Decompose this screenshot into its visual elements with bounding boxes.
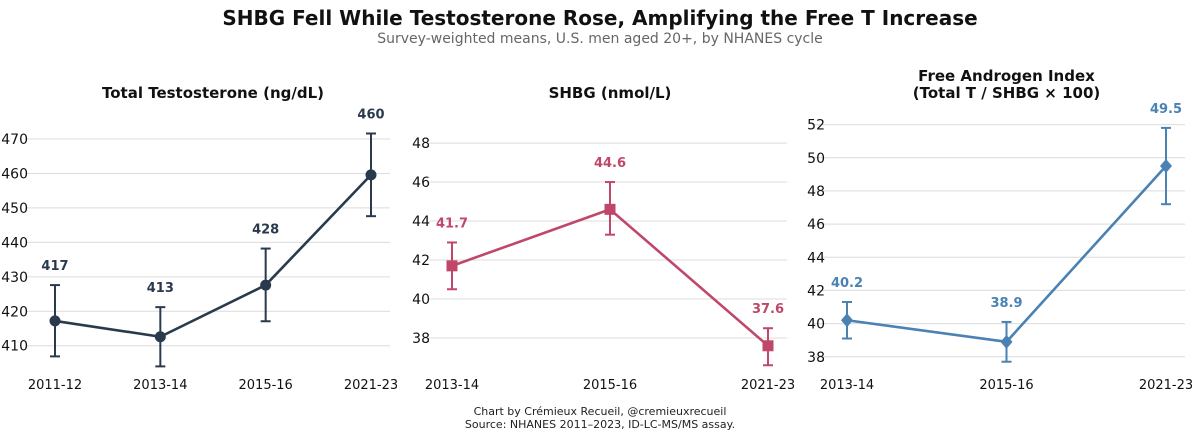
y-tick-label: 42	[412, 253, 430, 269]
panel-title: Total Testosterone (ng/dL)	[102, 84, 324, 102]
chart-title: SHBG Fell While Testosterone Rose, Ampli…	[222, 6, 978, 30]
x-tick-label: 2015-16	[583, 378, 637, 393]
x-tick-label: 2013-14	[820, 378, 874, 393]
data-point	[762, 340, 774, 352]
y-tick-label: 50	[807, 151, 825, 167]
data-point	[1160, 159, 1172, 174]
y-tick-label: 430	[1, 270, 28, 286]
data-point	[446, 260, 458, 272]
data-label: 460	[357, 107, 384, 122]
y-tick-label: 46	[412, 175, 430, 191]
footer-credit: Chart by Crémieux Recueil, @cremieuxrecu…	[473, 405, 727, 418]
x-tick-label: 2015-16	[979, 378, 1033, 393]
y-tick-label: 40	[807, 317, 825, 333]
y-tick-label: 470	[1, 132, 28, 148]
data-label: 40.2	[831, 276, 863, 291]
data-point	[365, 169, 377, 181]
y-tick-label: 460	[1, 166, 28, 182]
data-label: 37.6	[752, 302, 784, 317]
data-label: 49.5	[1150, 102, 1182, 117]
x-tick-label: 2021-23	[741, 378, 795, 393]
x-tick-label: 2013-14	[133, 378, 187, 393]
data-label: 428	[252, 223, 279, 238]
data-label: 44.6	[594, 156, 626, 171]
y-tick-label: 40	[412, 292, 430, 308]
series-line	[54, 173, 372, 339]
x-tick-label: 2011-12	[28, 378, 82, 393]
panel-3: 38 40 42 44 46 48 50 52 Free Androgen Index(Tota…	[807, 67, 1193, 393]
data-point	[260, 279, 272, 291]
y-tick-label: 420	[1, 304, 28, 320]
x-tick-label: 2015-16	[239, 378, 293, 393]
y-tick-label: 38	[412, 331, 430, 347]
panel-title: SHBG (nmol/L)	[549, 84, 672, 102]
panel-2: 38 40 42 44 46 48 SHBG (nmol/L) 2013-14 2015-16 2…	[412, 84, 795, 393]
x-tick-label: 2021-23	[1139, 378, 1193, 393]
chart-subtitle: Survey-weighted means, U.S. men aged 20+…	[377, 31, 823, 47]
y-tick-label: 42	[807, 283, 825, 299]
data-label: 417	[41, 259, 68, 274]
data-point	[604, 203, 616, 215]
y-tick-label: 38	[807, 350, 825, 366]
series-line	[846, 165, 1167, 344]
data-point	[841, 313, 853, 328]
y-tick-label: 46	[807, 217, 825, 233]
footer-source: Source: NHANES 2011–2023, ID-LC-MS/MS as…	[464, 418, 736, 431]
y-tick-label: 44	[807, 250, 825, 266]
data-label: 38.9	[990, 296, 1022, 311]
data-label: 413	[147, 281, 174, 296]
y-tick-label: 44	[412, 214, 430, 230]
y-tick-label: 48	[807, 184, 825, 200]
panel-title: (Total T / SHBG × 100)	[913, 84, 1101, 102]
y-tick-label: 440	[1, 235, 28, 251]
data-point	[1000, 334, 1013, 349]
data-point	[49, 315, 61, 327]
data-point	[154, 331, 166, 343]
data-label: 41.7	[436, 216, 468, 231]
y-tick-label: 410	[1, 339, 28, 355]
x-tick-label: 2013-14	[425, 378, 479, 393]
panel-1: 410 420 430 440 450 460 470 Total Testosterone …	[1, 84, 398, 393]
panel-title: Free Androgen Index	[918, 67, 1095, 85]
x-tick-label: 2021-23	[344, 378, 398, 393]
y-tick-label: 52	[807, 118, 825, 134]
y-tick-label: 48	[412, 136, 430, 152]
y-tick-label: 450	[1, 201, 28, 217]
